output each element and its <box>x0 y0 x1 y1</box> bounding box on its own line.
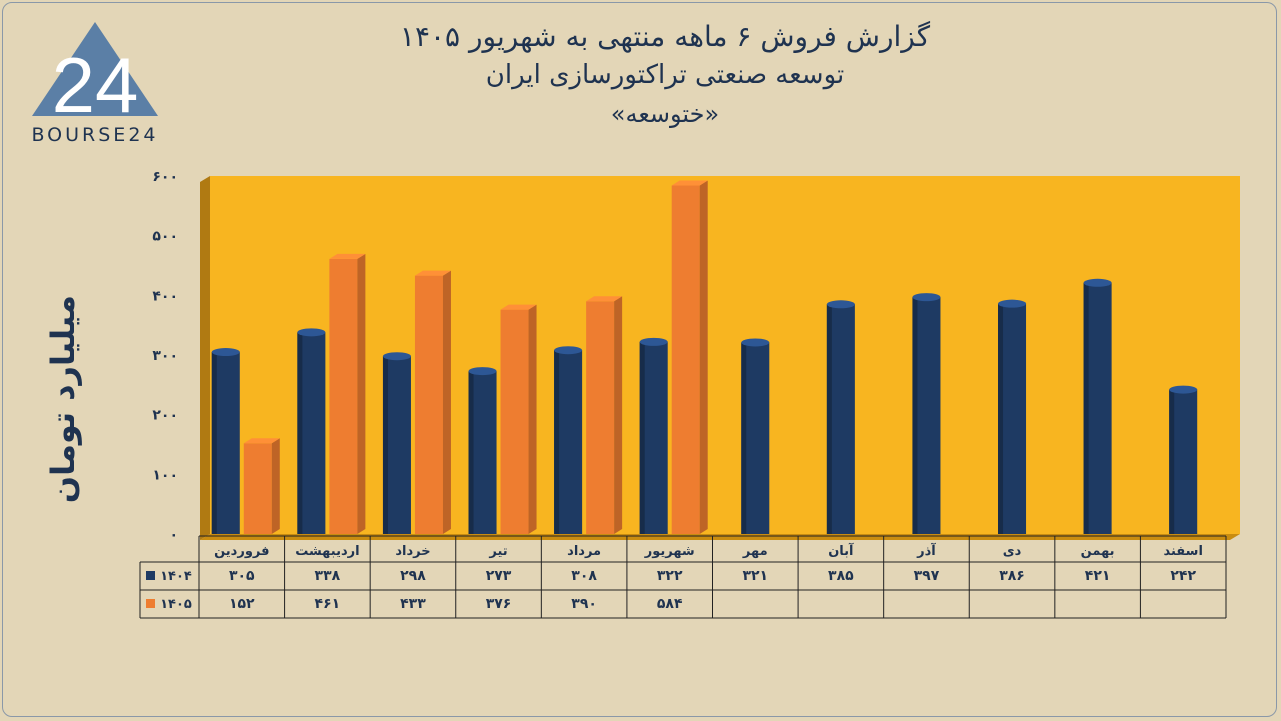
logo-text: BOURSE24 <box>31 124 159 146</box>
y-tick-label: ۴۰۰ <box>152 288 178 304</box>
y-tick-label: ۵۰۰ <box>152 229 178 245</box>
category-label: بهمن <box>1081 544 1115 559</box>
category-label: آبان <box>828 542 854 559</box>
data-label: ۳۸۵ <box>828 568 854 584</box>
data-label: ۴۶۱ <box>315 596 341 612</box>
bar-1405-side <box>442 270 451 534</box>
data-label: ۴۲۱ <box>1085 568 1111 584</box>
bar-1404-cap <box>998 299 1027 308</box>
category-label: آذر <box>916 542 936 559</box>
bar-1404-shade <box>297 332 303 534</box>
bar-1405 <box>329 258 358 534</box>
plot-floor <box>200 534 1240 540</box>
chart-subtitle-company: توسعه صنعتی تراکتورسازی ایران <box>485 60 845 90</box>
category-label: اسفند <box>1163 544 1202 559</box>
y-tick-label: ۶۰۰ <box>152 169 178 185</box>
legend-swatch-۱۴۰۴ <box>146 571 155 580</box>
bar-1404-shade <box>1083 282 1089 534</box>
bar-1404-shade <box>554 350 560 534</box>
bar-1405-top <box>329 253 366 259</box>
y-tick-label: ۳۰۰ <box>152 348 178 364</box>
bar-1404-shade <box>826 304 832 534</box>
bar-1405-top <box>671 180 708 186</box>
bar-1404-shade <box>639 341 645 534</box>
category-label: تیر <box>488 544 507 559</box>
bar-1404-cap <box>554 346 583 355</box>
data-label: ۲۹۸ <box>400 568 426 584</box>
bar-1404-cap <box>382 352 411 361</box>
legend-label: ۱۴۰۴ <box>160 569 192 584</box>
data-label: ۳۸۶ <box>999 568 1025 584</box>
bar-1405 <box>414 275 443 534</box>
logo-mark: 24 <box>52 41 139 129</box>
y-tick-label: ۲۰۰ <box>152 408 178 424</box>
data-label: ۲۴۲ <box>1170 568 1196 584</box>
data-label: ۵۸۴ <box>657 596 683 612</box>
bar-1404-cap <box>1169 385 1198 394</box>
bar-1404-cap <box>468 367 497 376</box>
data-label: ۳۲۱ <box>742 568 768 584</box>
category-label: شهریور <box>644 544 695 559</box>
bar-1404-shade <box>741 342 747 534</box>
bar-1404-shade <box>912 297 918 534</box>
data-label: ۳۰۵ <box>229 568 255 584</box>
bar-1404-cap <box>741 338 770 347</box>
y-tick-label: ۰ <box>169 527 178 543</box>
data-label: ۳۰۸ <box>571 568 597 584</box>
data-label: ۲۷۳ <box>486 568 512 584</box>
data-label: ۳۷۶ <box>486 596 512 612</box>
bar-1404-cap <box>912 293 941 302</box>
data-label: ۴۳۳ <box>400 596 426 612</box>
legend-swatch-۱۴۰۵ <box>146 599 155 608</box>
bar-1404-cap <box>211 348 240 357</box>
chart-subtitle-symbol: «ختوسعه» <box>610 100 720 128</box>
bar-1405-side <box>271 438 280 534</box>
bar-1405-top <box>586 296 623 302</box>
bar-1405-top <box>243 438 280 444</box>
bar-1404-shade <box>468 371 474 534</box>
plot-area <box>210 176 1240 534</box>
bar-1404-shade <box>211 352 217 534</box>
bar-1405 <box>243 443 272 534</box>
bar-1405-side <box>357 253 366 535</box>
bar-1405-side <box>528 304 537 534</box>
bar-1405-top <box>500 304 537 310</box>
legend-label: ۱۴۰۵ <box>160 597 192 612</box>
chart-title: گزارش فروش ۶ ماهه منتهی به شهریور ۱۴۰۵ <box>399 20 931 53</box>
category-label: اردیبهشت <box>295 544 359 559</box>
bar-1404-shade <box>1169 389 1175 534</box>
y-tick-label: ۱۰۰ <box>152 467 178 483</box>
bar-1405-side <box>699 180 708 534</box>
category-label: مهر <box>742 544 768 559</box>
bar-1404-cap <box>639 337 668 346</box>
bar-1404-shade <box>998 303 1004 534</box>
bar-1404-shade <box>382 356 388 534</box>
bar-1405-side <box>614 296 623 534</box>
bar-1405 <box>500 309 529 534</box>
bourse24-logo: 24 <box>32 22 158 129</box>
category-label: دی <box>1003 544 1022 559</box>
data-label: ۱۵۲ <box>229 596 255 612</box>
data-label: ۳۲۲ <box>657 568 683 584</box>
bar-1404-cap <box>297 328 326 337</box>
bar-1405 <box>671 185 700 534</box>
data-label: ۳۹۰ <box>571 596 597 612</box>
category-label: مرداد <box>567 544 601 559</box>
category-label: فروردین <box>214 544 269 559</box>
data-label: ۳۹۷ <box>914 568 940 584</box>
category-label: خرداد <box>395 544 430 559</box>
bar-1404-cap <box>826 300 855 309</box>
bar-1405-top <box>414 270 451 276</box>
bar-1405 <box>586 301 615 534</box>
plot-side-wall <box>200 176 210 540</box>
data-label: ۳۳۸ <box>315 568 341 584</box>
bar-1404-cap <box>1083 278 1112 287</box>
